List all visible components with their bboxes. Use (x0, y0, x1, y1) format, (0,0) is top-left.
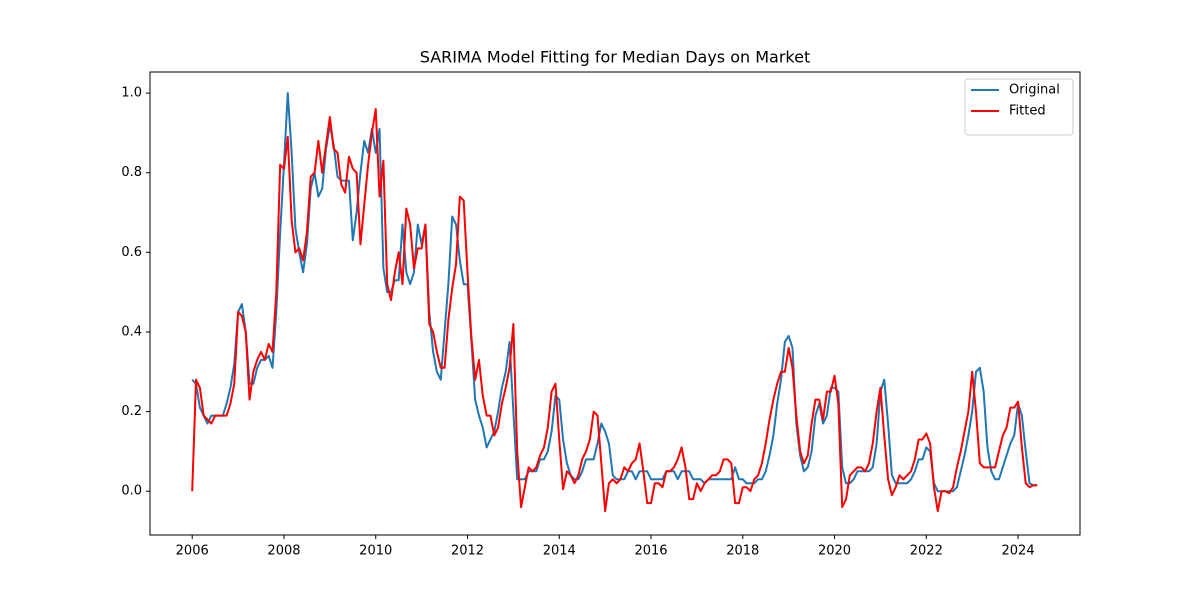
x-tick-label: 2016 (634, 544, 667, 559)
x-tick-label: 2018 (726, 544, 759, 559)
chart-title: SARIMA Model Fitting for Median Days on … (420, 48, 810, 67)
x-tick-label: 2010 (359, 544, 392, 559)
axes-frame (149, 71, 1081, 536)
y-tick-label: 1.0 (121, 86, 142, 101)
x-tick-label: 2020 (818, 544, 851, 559)
y-tick-label: 0.6 (121, 245, 142, 260)
y-tick-label: 0.8 (121, 165, 142, 180)
x-tick-label: 2012 (451, 544, 484, 559)
legend-label: Original (1009, 83, 1060, 98)
y-tick-label: 0.0 (121, 484, 142, 499)
y-tick-label: 0.4 (121, 324, 142, 339)
x-tick-label: 2024 (1002, 544, 1035, 559)
legend-label: Fitted (1009, 104, 1046, 119)
legend-box (964, 78, 1074, 136)
x-tick-label: 2006 (176, 544, 209, 559)
x-tick-label: 2014 (543, 544, 576, 559)
x-tick-label: 2022 (910, 544, 943, 559)
y-tick-label: 0.2 (121, 404, 142, 419)
x-tick-label: 2008 (267, 544, 300, 559)
line-series (191, 108, 1038, 513)
